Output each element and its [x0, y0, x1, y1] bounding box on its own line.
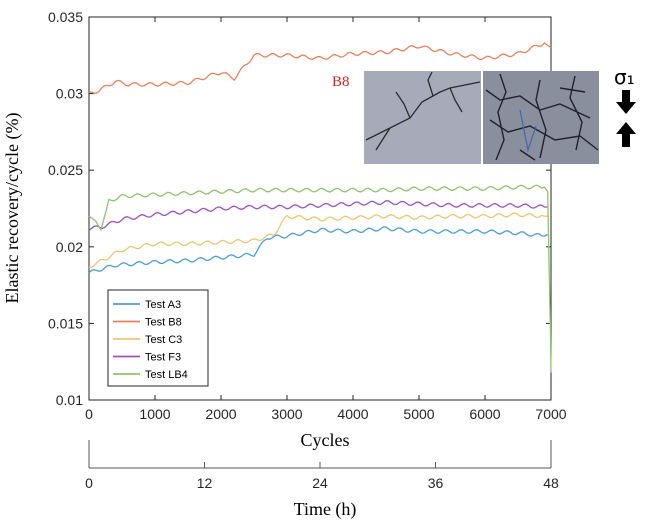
series-line-test-a3	[88, 226, 548, 274]
series-layer	[88, 42, 552, 373]
y-tick-label: 0.025	[48, 162, 83, 178]
x-tick-label: 2000	[205, 406, 236, 422]
arrow-down-icon	[616, 90, 636, 114]
legend-label: Test LB4	[145, 369, 188, 381]
legend-label: Test A3	[145, 299, 181, 311]
series-line-test-c3	[88, 212, 548, 268]
legend-label: Test F3	[145, 352, 181, 364]
time-axis-title: Time (h)	[294, 499, 357, 520]
time-tick-label: 48	[543, 475, 559, 491]
legend: Test A3 Test B8 Test C3 Test F3 Test LB4	[107, 289, 209, 387]
crack-network	[485, 73, 599, 161]
legend-box	[107, 289, 209, 387]
x-tick-label: 0	[85, 406, 93, 422]
blue-highlight	[519, 109, 537, 153]
inset-photo-left	[364, 71, 481, 164]
inset-label: B8	[332, 74, 350, 90]
series-line-test-b8	[88, 42, 552, 94]
time-tick-label: 24	[312, 475, 328, 491]
series-line-test-f3	[88, 200, 548, 231]
y-axis-ticks: 0.01 0.015 0.02 0.025 0.03 0.035	[48, 9, 551, 408]
legend-label: Test C3	[145, 334, 182, 346]
crack-lines	[365, 71, 481, 151]
y-tick-label: 0.035	[48, 9, 83, 25]
y-tick-label: 0.01	[56, 392, 83, 408]
sigma-label: σ₁	[614, 65, 635, 89]
x-tick-label: 1000	[139, 406, 170, 422]
y-tick-label: 0.03	[56, 86, 83, 102]
x-axis-title: Cycles	[301, 430, 350, 450]
x-tick-label: 7000	[535, 406, 566, 422]
stress-indicator: σ₁	[614, 65, 636, 147]
x-tick-label: 5000	[403, 406, 434, 422]
time-tick-label: 12	[197, 475, 213, 491]
x-tick-label: 6000	[469, 406, 500, 422]
series-line-test-lb4	[88, 184, 552, 373]
y-tick-label: 0.015	[48, 315, 83, 331]
time-tick-label: 36	[428, 475, 444, 491]
x-tick-label: 3000	[271, 406, 302, 422]
x-tick-label: 4000	[337, 406, 368, 422]
legend-label: Test B8	[145, 317, 182, 329]
y-tick-label: 0.02	[56, 239, 83, 255]
time-tick-label: 0	[85, 475, 93, 491]
y-axis-title: Elastic recovery/cycle (%)	[2, 113, 23, 304]
time-axis-ticks: 0 12 24 36 48	[85, 462, 559, 491]
inset-photos: B8	[332, 71, 599, 164]
arrow-up-icon	[616, 122, 636, 147]
x-axis-ticks: 0 1000 2000 3000 4000 5000 6000 7000	[85, 17, 567, 422]
